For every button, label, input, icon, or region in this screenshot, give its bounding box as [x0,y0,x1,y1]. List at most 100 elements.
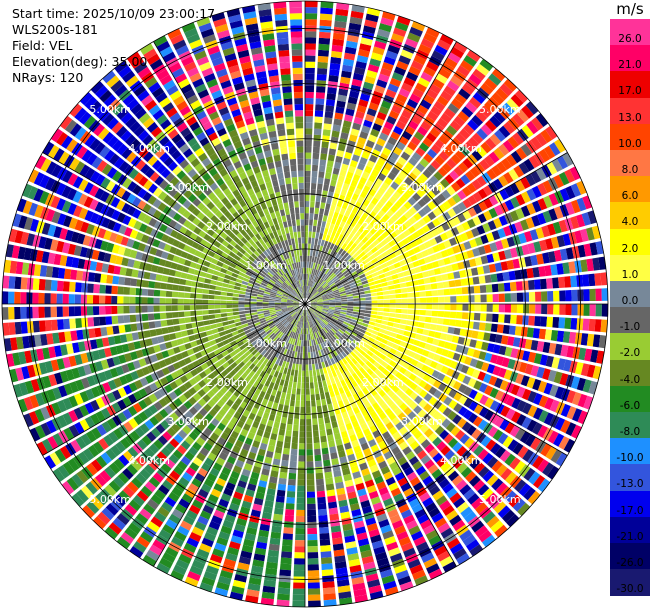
velocity-gate [486,304,493,312]
velocity-gate [430,143,442,154]
velocity-gate [271,525,282,533]
velocity-gate [386,260,394,267]
velocity-gate [313,351,317,358]
velocity-gate [491,165,502,177]
velocity-gate [318,287,324,293]
velocity-gate [509,247,518,258]
velocity-gate [324,416,331,424]
velocity-gate [336,320,343,325]
velocity-gate [370,311,378,315]
velocity-gate [454,93,467,105]
velocity-gate [347,225,354,233]
velocity-gate [233,285,241,291]
velocity-gate [297,382,301,389]
velocity-gate [63,268,72,280]
velocity-gate [350,220,357,228]
velocity-gate [233,289,240,294]
velocity-gate [307,491,316,498]
velocity-gate [467,119,479,131]
velocity-gate [32,278,40,290]
velocity-gate [333,311,341,315]
velocity-gate [600,319,608,333]
velocity-gate [474,162,485,174]
velocity-gate [424,284,432,291]
velocity-gate [306,443,313,450]
velocity-gate [318,165,326,173]
velocity-gate [437,166,448,177]
velocity-gate [295,515,305,523]
velocity-gate [351,235,358,243]
velocity-gate [365,13,379,23]
velocity-gate [262,304,269,307]
velocity-gate [532,267,540,278]
velocity-gate [483,244,492,254]
velocity-gate [346,204,354,212]
velocity-gate [310,287,314,294]
velocity-gate [538,148,551,163]
velocity-gate [222,321,229,326]
velocity-gate [498,345,507,356]
velocity-gate [370,128,380,138]
velocity-gate [337,284,344,289]
velocity-gate [323,184,329,192]
velocity-gate [449,343,458,352]
velocity-gate [438,134,450,145]
velocity-gate [56,293,63,304]
velocity-gate [352,314,359,318]
velocity-gate [362,267,370,274]
velocity-gate [305,140,312,147]
velocity-gate [426,132,437,143]
velocity-gate [571,289,578,302]
velocity-gate [369,268,377,274]
velocity-gate [400,319,407,325]
velocity-gate [327,403,334,411]
velocity-gate [279,422,286,430]
velocity-gate [362,199,370,207]
velocity-gate [545,238,554,250]
velocity-gate [307,503,316,510]
velocity-gate [390,222,399,231]
velocity-gate [344,151,353,160]
velocity-gate [340,250,347,257]
velocity-gate [422,204,432,214]
velocity-gate [399,340,407,348]
velocity-gate [365,300,372,304]
velocity-gate [321,281,327,287]
velocity-gate [378,328,386,334]
velocity-gate [291,436,298,444]
velocity-gate [497,228,506,239]
velocity-gate [203,320,211,326]
velocity-gate [467,286,475,294]
velocity-gate [250,309,258,313]
velocity-gate [305,116,313,123]
velocity-gate [501,238,510,249]
velocity-gate [319,533,330,540]
velocity-gate [346,291,353,295]
velocity-gate [516,292,524,302]
velocity-gate [570,183,582,197]
velocity-gate [306,425,312,432]
velocity-gate [503,78,517,92]
velocity-gate [215,318,222,323]
velocity-gate [524,339,533,350]
velocity-gate [117,305,124,314]
velocity-gate [232,293,240,297]
velocity-gate [450,304,457,311]
velocity-gate [434,44,448,56]
velocity-gate [448,319,456,327]
velocity-gate [238,297,245,301]
velocity-gate [342,64,353,73]
velocity-gate [239,287,247,292]
velocity-gate [310,301,317,303]
velocity-gate [306,419,312,426]
velocity-gate [419,355,427,364]
velocity-gate [475,360,484,370]
velocity-gate [468,389,478,400]
velocity-gate [348,134,358,143]
velocity-gate [391,327,399,333]
velocity-gate [316,307,323,310]
velocity-gate [454,279,462,287]
velocity-gate [353,326,361,331]
velocity-gate [388,110,400,120]
velocity-gate [538,266,546,277]
